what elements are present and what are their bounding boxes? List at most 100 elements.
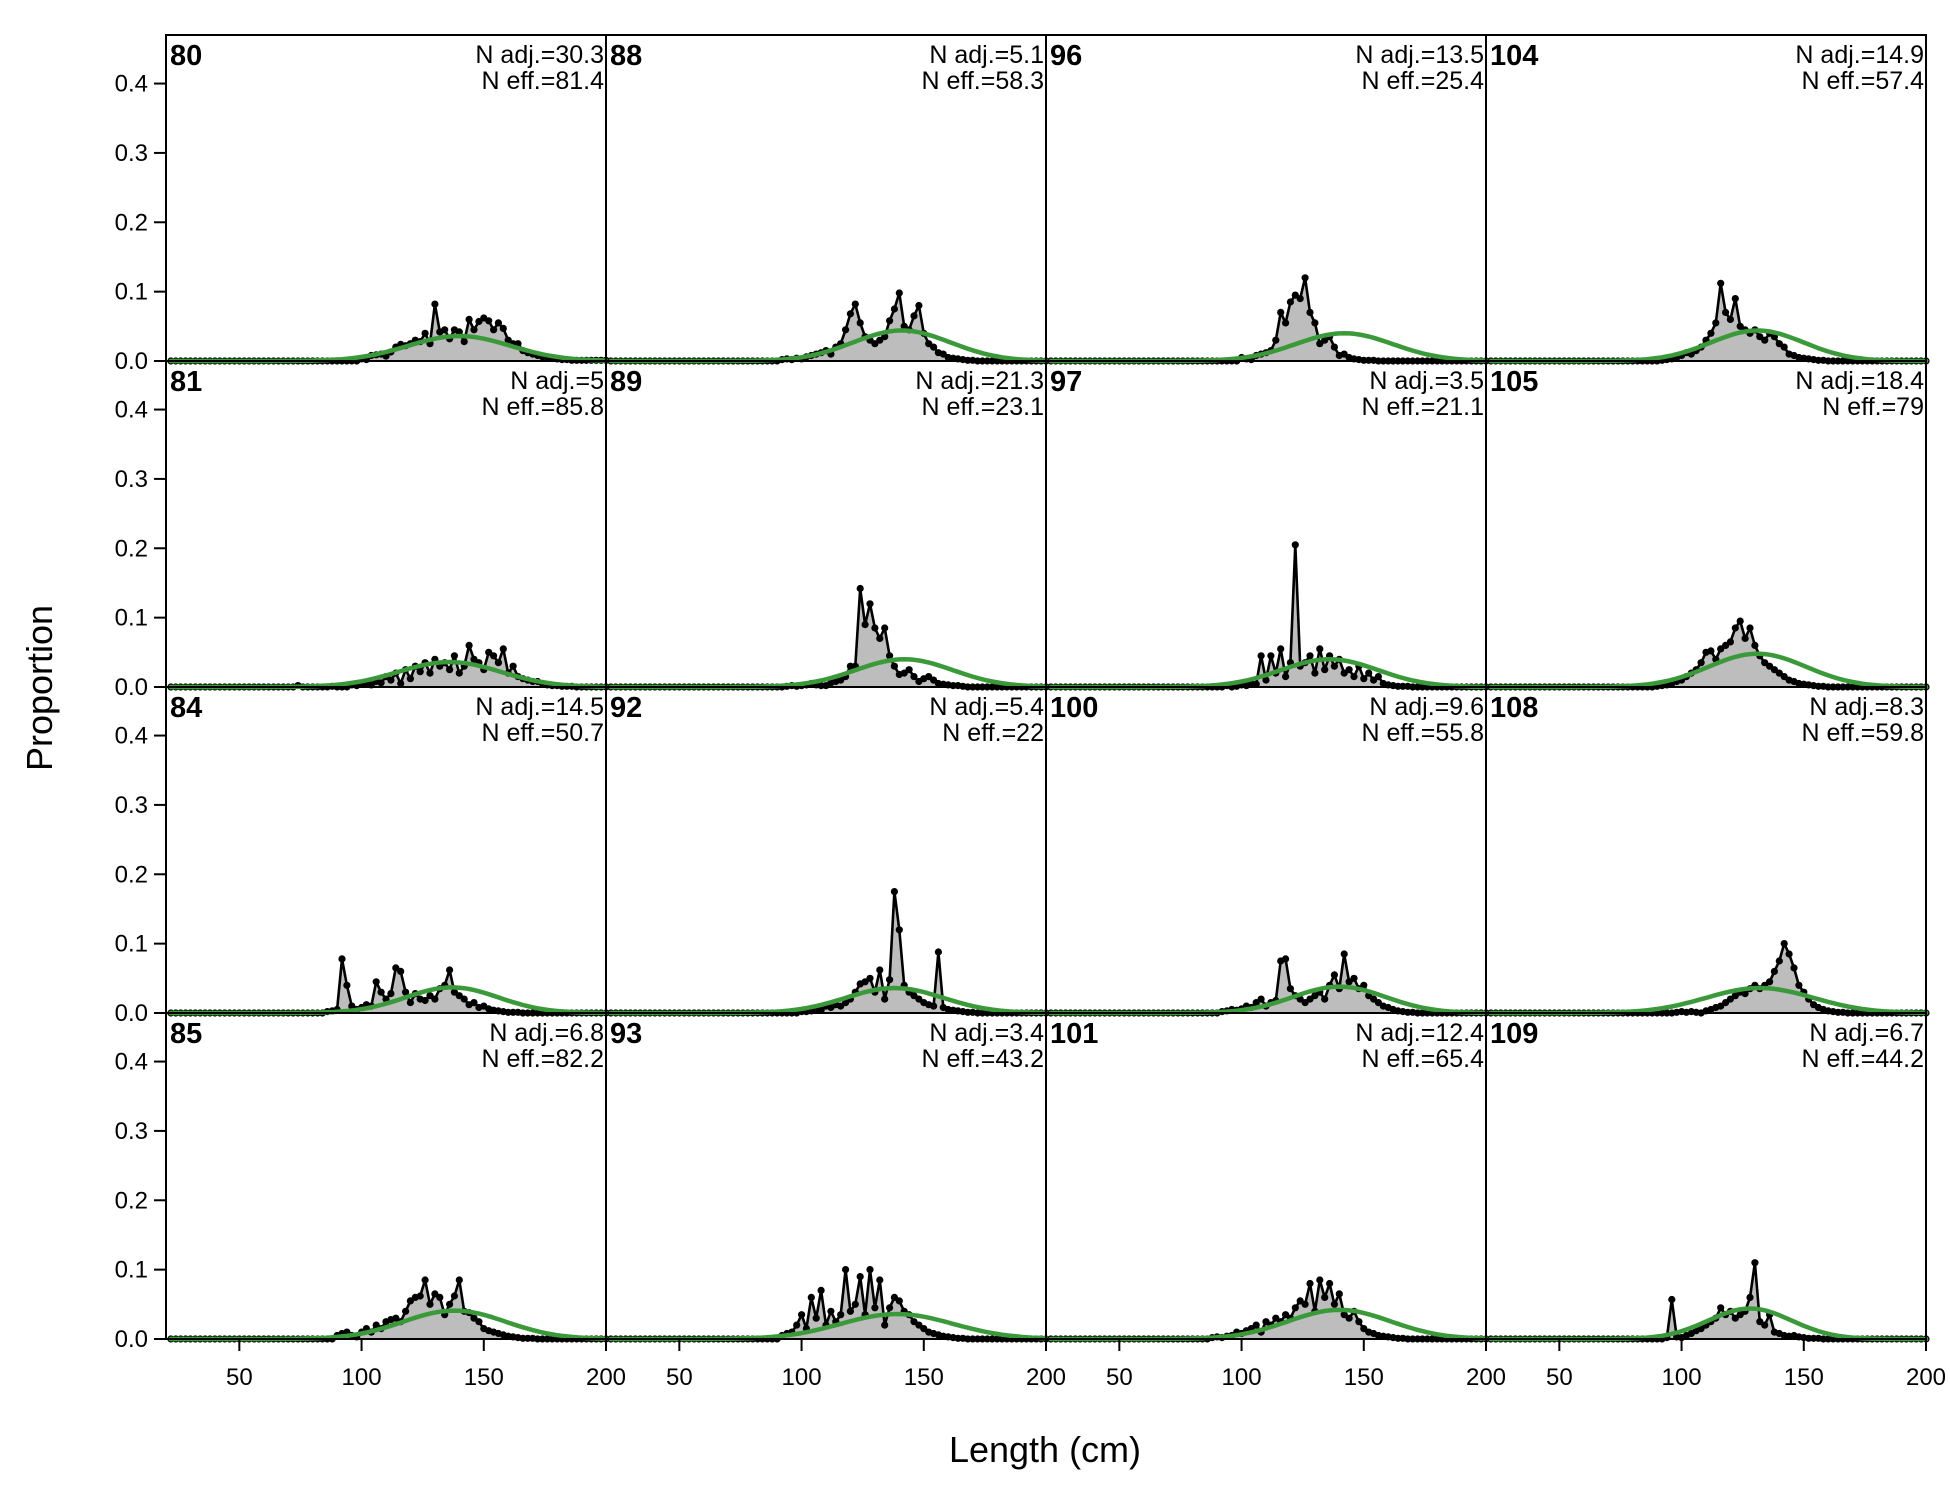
n-eff-label: N eff.=55.8 [1361, 719, 1484, 747]
observed-point [1296, 295, 1304, 303]
observed-point [421, 329, 429, 337]
observed-point [475, 1318, 483, 1326]
n-eff-label: N eff.=21.1 [1361, 393, 1484, 421]
observed-point [890, 662, 899, 670]
n-eff-label: N eff.=81.4 [481, 67, 604, 95]
observed-point [446, 1300, 454, 1308]
observed-point [890, 305, 899, 313]
n-eff-label: N eff.=44.2 [1801, 1045, 1924, 1073]
x-tick-label: 150 [1344, 1364, 1384, 1391]
observed-line [610, 890, 1046, 1015]
n-adj-label: N adj.=5.1 [929, 41, 1044, 69]
panel-title: 109 [1490, 1018, 1538, 1050]
observed-point [866, 600, 874, 608]
panel-108: 108 N adj.=8.3N eff.=59.8 [1485, 686, 1930, 1017]
panel-92: 92 N adj.=5.4N eff.=22 [605, 686, 1050, 1017]
y-axis-title: Proportion [19, 605, 60, 771]
panel-title: 88 [610, 40, 642, 72]
panel-title: 108 [1490, 692, 1538, 724]
panel-85: 85 N adj.=6.8N eff.=82.2 [165, 1012, 610, 1343]
n-adj-label: N adj.=14.9 [1795, 41, 1924, 69]
observed-point [1330, 1300, 1338, 1308]
panel-title: 93 [610, 1018, 642, 1050]
y-tick-label: 0.0 [115, 674, 148, 701]
observed-point [1330, 662, 1338, 670]
observed-point [460, 338, 468, 346]
observed-point [895, 289, 903, 297]
observed-point [851, 300, 859, 308]
observed-point [915, 301, 923, 310]
observed-point [1350, 673, 1358, 681]
observed-point [1291, 1304, 1299, 1312]
observed-line [1490, 942, 1926, 1015]
observed-point [905, 666, 913, 674]
n-eff-label: N eff.=59.8 [1801, 719, 1924, 747]
n-eff-label: N eff.=57.4 [1801, 67, 1924, 95]
observed-point [387, 990, 395, 998]
n-adj-label: N adj.=12.4 [1355, 1019, 1484, 1047]
x-tick-label: 50 [1546, 1364, 1573, 1391]
n-eff-label: N eff.=82.2 [481, 1045, 604, 1073]
observed-point [1311, 319, 1319, 327]
panel-title: 96 [1050, 40, 1082, 72]
observed-point [1306, 1279, 1314, 1288]
observed-point [446, 966, 454, 974]
y-tick-label: 0.2 [115, 861, 148, 888]
y-tick-label: 0.4 [115, 71, 148, 98]
observed-point [465, 641, 473, 650]
observed-point [1257, 995, 1265, 1003]
observed-point [881, 1321, 889, 1329]
panel-96: 96 N adj.=13.5N eff.=25.4 [1045, 34, 1490, 365]
observed-point [1751, 1259, 1759, 1267]
x-tick-label: 100 [782, 1364, 822, 1391]
panel-title: 85 [170, 1018, 202, 1050]
observed-point [871, 624, 879, 632]
x-tick-label: 150 [464, 1364, 504, 1391]
observed-point [895, 1297, 903, 1305]
observed-point [397, 967, 405, 976]
observed-point [851, 1300, 859, 1308]
observed-points [607, 584, 1050, 691]
observed-point [1766, 978, 1774, 986]
observed-point [465, 315, 473, 323]
observed-point [1350, 974, 1358, 982]
y-tick-label: 0.0 [115, 1000, 148, 1027]
x-tick-label: 150 [904, 1364, 944, 1391]
panels-layer: 80 N adj.=30.3N eff.=81.481 N adj.=5N eff.… [165, 34, 1930, 1343]
n-adj-label: N adj.=3.4 [929, 1019, 1044, 1047]
panel-title: 80 [170, 40, 202, 72]
observed-point [421, 1276, 429, 1284]
observed-point [1257, 652, 1265, 660]
observed-point [1722, 308, 1730, 316]
observed-point [431, 300, 439, 308]
observed-point [1252, 1321, 1260, 1329]
observed-point [1717, 1304, 1725, 1312]
panel-title: 104 [1490, 40, 1538, 72]
panel-89: 89 N adj.=21.3N eff.=23.1 [605, 360, 1050, 691]
x-tick-label: 50 [1106, 1364, 1133, 1391]
observed-line [1050, 543, 1486, 689]
observed-point [494, 319, 502, 327]
x-tick-label: 100 [1662, 1364, 1702, 1391]
n-adj-label: N adj.=30.3 [475, 41, 604, 69]
observed-point [402, 1307, 410, 1315]
observed-point [837, 1311, 845, 1319]
observed-point [436, 1293, 444, 1301]
observed-point [817, 1286, 825, 1294]
observed-point [886, 1304, 894, 1312]
observed-point [1326, 1279, 1334, 1288]
observed-point [338, 955, 346, 963]
observed-point [856, 319, 864, 327]
observed-point [377, 988, 385, 996]
x-tick-label: 150 [1784, 1364, 1824, 1391]
observed-point [1726, 315, 1734, 323]
x-tick-label: 50 [666, 1364, 693, 1391]
observed-point [1306, 652, 1314, 660]
observed-point [1286, 298, 1294, 306]
observed-point [402, 988, 410, 996]
observed-point [881, 624, 889, 632]
observed-point [886, 317, 894, 325]
observed-point [485, 317, 493, 325]
panel-title: 101 [1050, 1018, 1098, 1050]
observed-point [1780, 940, 1788, 948]
